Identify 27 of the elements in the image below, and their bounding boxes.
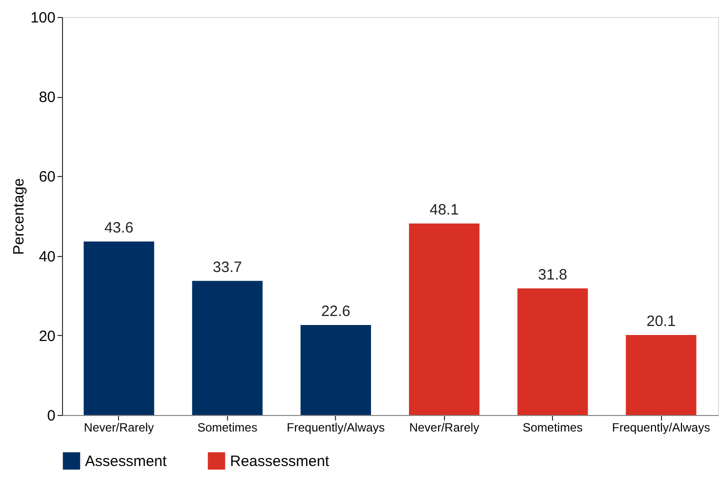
y-tick-label: 0 — [47, 408, 56, 424]
bar — [517, 288, 588, 415]
data-label: 31.8 — [538, 266, 568, 284]
data-label: 20.1 — [646, 313, 676, 330]
y-tick-label: 20 — [38, 328, 56, 345]
data-label: 22.6 — [321, 303, 350, 320]
bar — [408, 224, 480, 415]
x-tick-label: Sometimes — [522, 420, 583, 434]
legend-label: Reassessment — [230, 452, 330, 470]
y-tick-label: 80 — [38, 89, 56, 106]
y-axis-title: Percentage — [10, 178, 28, 255]
x-tick-label: Never/Rarely — [409, 420, 480, 434]
x-tick-label: Sometimes — [197, 420, 258, 434]
x-tick-label: Frequently/Always — [612, 420, 710, 434]
bar — [300, 325, 372, 415]
y-tick-label: 60 — [38, 168, 56, 186]
x-tick-label: Never/Rarely — [84, 420, 154, 434]
bar — [192, 280, 263, 415]
data-label: 33.7 — [212, 258, 242, 276]
x-tick-label: Frequently/Always — [286, 420, 385, 434]
bar — [626, 335, 696, 415]
legend-label: Assessment — [85, 452, 168, 470]
data-label: 48.1 — [430, 202, 459, 219]
bar — [84, 241, 154, 415]
y-tick-label: 40 — [38, 248, 56, 266]
data-label: 43.6 — [104, 219, 134, 236]
y-tick-label: 100 — [30, 10, 56, 26]
